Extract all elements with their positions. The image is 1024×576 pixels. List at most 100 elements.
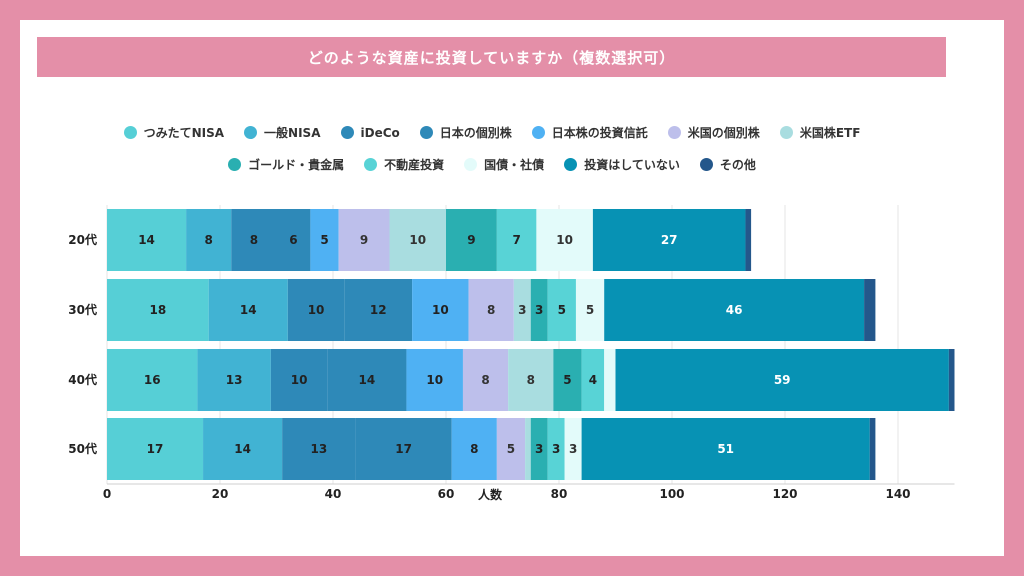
legend-label: 米国の個別株: [687, 126, 760, 140]
bar-segment: [276, 209, 311, 271]
bar-segment: [208, 279, 288, 341]
bar-segment: [547, 418, 565, 480]
legend-item: ゴールド・貴金属: [228, 156, 344, 173]
legend-swatch: [419, 126, 433, 139]
bar-segment: [581, 349, 605, 411]
legend-swatch: [464, 158, 478, 171]
legend-label: ゴールド・貴金属: [248, 158, 345, 172]
bar-value-label: 10: [426, 373, 443, 387]
legend-item: 不動産投資: [364, 156, 444, 173]
bar-value-label: 5: [320, 233, 328, 247]
legend-item: 国債・社債: [464, 156, 544, 173]
x-tick-label: 20: [212, 487, 229, 501]
bar-value-label: 5: [586, 303, 594, 317]
bar-segment: [186, 209, 232, 271]
bar-value-label: 5: [558, 303, 566, 317]
legend-swatch: [123, 126, 137, 139]
bar-value-label: 5: [507, 442, 515, 456]
bar-segment: [575, 279, 605, 341]
bar-segment: [338, 209, 390, 271]
bar-segment: [231, 209, 277, 271]
legend-label: 日本株の投資信託: [551, 126, 648, 140]
bar-segment: [406, 349, 463, 411]
legend-swatch: [340, 126, 354, 139]
bar-value-label: 8: [481, 373, 489, 387]
x-tick-label: 140: [885, 487, 910, 501]
legend-swatch: [364, 158, 378, 171]
bar-value-label: 14: [240, 303, 257, 317]
legend-swatch: [667, 126, 681, 139]
bar-segment: [513, 279, 531, 341]
legend-swatch: [244, 126, 258, 139]
bar-segment: [530, 418, 548, 480]
bar-value-label: 59: [774, 373, 791, 387]
bar-segment: [564, 418, 582, 480]
bar-value-label: 6: [289, 233, 297, 247]
bar-segment: [615, 349, 949, 411]
bar-segment: [389, 209, 446, 271]
bar-segment: [745, 209, 752, 271]
x-tick-label: 120: [772, 487, 797, 501]
bar-segment: [496, 418, 526, 480]
bar-segment: [107, 279, 209, 341]
legend-item: 米国株ETF: [779, 124, 861, 141]
category-label: 40代: [68, 372, 97, 387]
bar-value-label: 8: [470, 442, 478, 456]
bar-segment: [508, 349, 554, 411]
x-tick-label: 0: [103, 487, 111, 501]
category-label: 30代: [68, 302, 97, 317]
legend-row-1: つみたてNISA 一般NISA iDeCo 日本の個別株 日本株の投資信託 米国の個別株 米…: [0, 124, 984, 141]
x-tick-label: 80: [551, 487, 568, 501]
bar-segment: [530, 279, 548, 341]
legend-label: その他: [719, 158, 756, 172]
bar-value-label: 13: [226, 373, 243, 387]
legend-item: 日本株の投資信託: [531, 124, 648, 141]
bar-segment: [107, 349, 198, 411]
bar-segment: [344, 279, 413, 341]
bar-value-label: 18: [149, 303, 166, 317]
bar-segment: [864, 279, 876, 341]
bar-segment: [203, 418, 283, 480]
legend-label: つみたてNISA: [143, 126, 225, 140]
bar-value-label: 17: [147, 442, 164, 456]
bar-value-label: 8: [250, 233, 258, 247]
bar-segment: [869, 418, 876, 480]
bar-segment: [446, 209, 497, 271]
legend-label: 投資はしていない: [584, 158, 680, 172]
bar-value-label: 17: [395, 442, 412, 456]
bar-value-label: 3: [535, 442, 543, 456]
bar-segment: [282, 418, 356, 480]
legend-swatch: [564, 158, 578, 171]
legend-label: 不動産投資: [384, 158, 445, 172]
bar-value-label: 12: [370, 303, 387, 317]
bar-segment: [553, 349, 582, 411]
bar-segment: [287, 279, 345, 341]
bar-segment: [948, 349, 955, 411]
legend-label: 米国株ETF: [799, 126, 861, 140]
bar-value-label: 10: [556, 233, 573, 247]
bar-value-label: 10: [291, 373, 308, 387]
legend-swatch: [779, 126, 793, 139]
legend-item: 日本の個別株: [419, 124, 512, 141]
bar-segment: [327, 349, 407, 411]
chart-title: どのような資産に投資していますか（複数選択可）: [37, 37, 946, 77]
bar-value-label: 7: [512, 233, 520, 247]
bar-value-label: 4: [589, 373, 597, 387]
bar-segment: [547, 279, 576, 341]
bar-value-label: 51: [717, 442, 734, 456]
bar-segment: [310, 209, 339, 271]
legend-item: iDeCo: [340, 124, 400, 141]
legend-item: 投資はしていない: [564, 156, 680, 173]
legend-item: 一般NISA: [244, 124, 321, 141]
bar-segment: [468, 279, 514, 341]
legend-swatch: [228, 158, 242, 171]
bar-value-label: 14: [359, 373, 376, 387]
legend-label: 国債・社債: [484, 158, 545, 172]
bar-value-label: 16: [144, 373, 161, 387]
legend-item: その他: [699, 156, 756, 173]
bar-segment: [536, 209, 593, 271]
x-tick-label: 100: [659, 487, 684, 501]
bar-segment: [197, 349, 271, 411]
bar-value-label: 14: [138, 233, 155, 247]
bar-value-label: 9: [360, 233, 368, 247]
